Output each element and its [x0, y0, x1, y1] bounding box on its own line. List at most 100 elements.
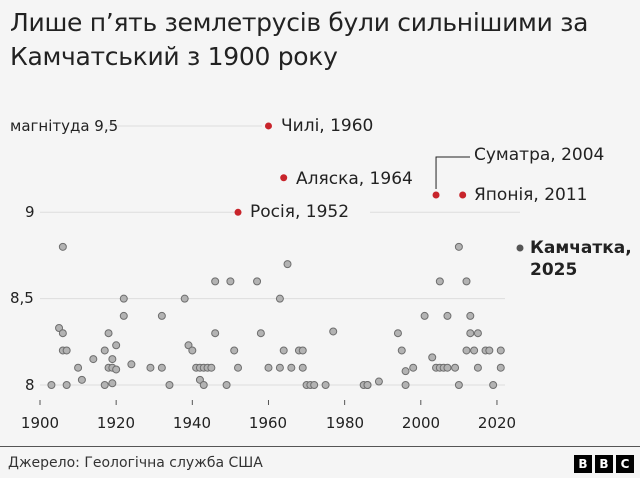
data-point: [211, 329, 220, 338]
x-tick-2000: 2000: [401, 414, 441, 432]
data-point: [100, 381, 109, 389]
highlight-point: [234, 208, 242, 216]
data-point: [165, 381, 174, 389]
data-point: [473, 329, 482, 338]
data-point: [195, 375, 204, 384]
data-point: [298, 346, 307, 355]
data-point: [112, 365, 121, 374]
data-point: [47, 381, 56, 389]
data-point: [230, 346, 239, 355]
data-point: [401, 381, 410, 389]
data-point: [127, 360, 136, 369]
data-point: [234, 363, 243, 372]
data-point: [287, 363, 296, 372]
bbc-logo-b2: B: [595, 455, 613, 473]
data-point: [466, 311, 475, 320]
data-point: [100, 346, 109, 355]
data-point: [443, 363, 452, 372]
data-point: [157, 363, 166, 372]
bbc-logo-b1: B: [574, 455, 592, 473]
annotation-alaska: Аляска, 1964: [296, 169, 413, 189]
data-point: [443, 311, 452, 320]
data-point: [420, 311, 429, 320]
annotation-japan: Японія, 2011: [474, 185, 588, 205]
data-point: [184, 341, 193, 350]
data-point: [454, 242, 463, 251]
data-point: [108, 379, 117, 388]
data-point: [207, 363, 216, 372]
y-label-9-5: магнітуда 9,5: [10, 117, 119, 135]
data-point: [226, 277, 235, 286]
y-label-8: 8: [25, 376, 35, 394]
annotation-kamchatka-line2: 2025: [530, 260, 578, 280]
data-point: [363, 381, 372, 389]
highlight-point: [280, 174, 288, 182]
data-point: [462, 277, 471, 286]
data-point: [55, 324, 64, 333]
data-point: [496, 363, 505, 372]
kamchatka-point: [516, 244, 524, 252]
data-point: [180, 294, 189, 303]
data-point: [409, 363, 418, 372]
data-point: [283, 260, 292, 269]
data-point: [485, 346, 494, 355]
annotation-russia: Росія, 1952: [250, 202, 350, 222]
data-point: [108, 355, 117, 364]
data-point: [199, 381, 208, 389]
data-point: [298, 363, 307, 372]
annotation-chile: Чилі, 1960: [281, 116, 374, 136]
x-tick-2020: 2020: [477, 414, 517, 432]
data-point: [451, 363, 460, 372]
data-point: [496, 346, 505, 355]
x-tick-1980: 1980: [325, 414, 365, 432]
data-point: [157, 311, 166, 320]
data-point: [462, 346, 471, 355]
data-point: [253, 277, 262, 286]
data-point: [393, 329, 402, 338]
chart-title: Лише п’ять землетрусів були сильнішими з…: [10, 8, 589, 71]
data-point: [62, 346, 71, 355]
data-point: [119, 294, 128, 303]
data-point: [470, 346, 479, 355]
data-point: [397, 346, 406, 355]
data-point: [329, 327, 338, 336]
data-point: [89, 355, 98, 364]
data-point: [119, 311, 128, 320]
footer-divider: [0, 446, 640, 447]
data-point: [222, 381, 231, 389]
data-point: [112, 341, 121, 350]
data-point: [146, 363, 155, 372]
highlight-point: [432, 191, 440, 199]
sumatra-leader-line: [435, 156, 470, 190]
highlight-point: [459, 191, 467, 199]
bbc-logo: B B C: [574, 455, 634, 473]
data-point: [62, 381, 71, 389]
data-point: [428, 353, 437, 362]
bbc-logo-c: C: [616, 455, 634, 473]
data-point: [77, 375, 86, 384]
data-point: [104, 329, 113, 338]
data-point: [321, 381, 330, 389]
data-point: [58, 329, 67, 338]
data-point: [264, 363, 273, 372]
data-point: [435, 277, 444, 286]
data-point: [279, 346, 288, 355]
data-point: [473, 363, 482, 372]
data-point: [454, 381, 463, 389]
data-point: [74, 363, 83, 372]
data-point: [401, 367, 410, 376]
x-tick-1900: 1900: [20, 414, 60, 432]
annotation-kamchatka: Камчатка, 2025: [530, 237, 632, 281]
data-point: [374, 377, 383, 386]
y-label-9: 9: [25, 203, 35, 221]
x-tick-1940: 1940: [172, 414, 212, 432]
data-point: [275, 294, 284, 303]
annotation-kamchatka-line1: Камчатка,: [530, 238, 632, 258]
data-point: [188, 346, 197, 355]
data-point: [58, 242, 67, 251]
source-note: Джерело: Геологічна служба США: [8, 455, 263, 471]
data-point: [489, 381, 498, 389]
data-point: [310, 381, 319, 389]
